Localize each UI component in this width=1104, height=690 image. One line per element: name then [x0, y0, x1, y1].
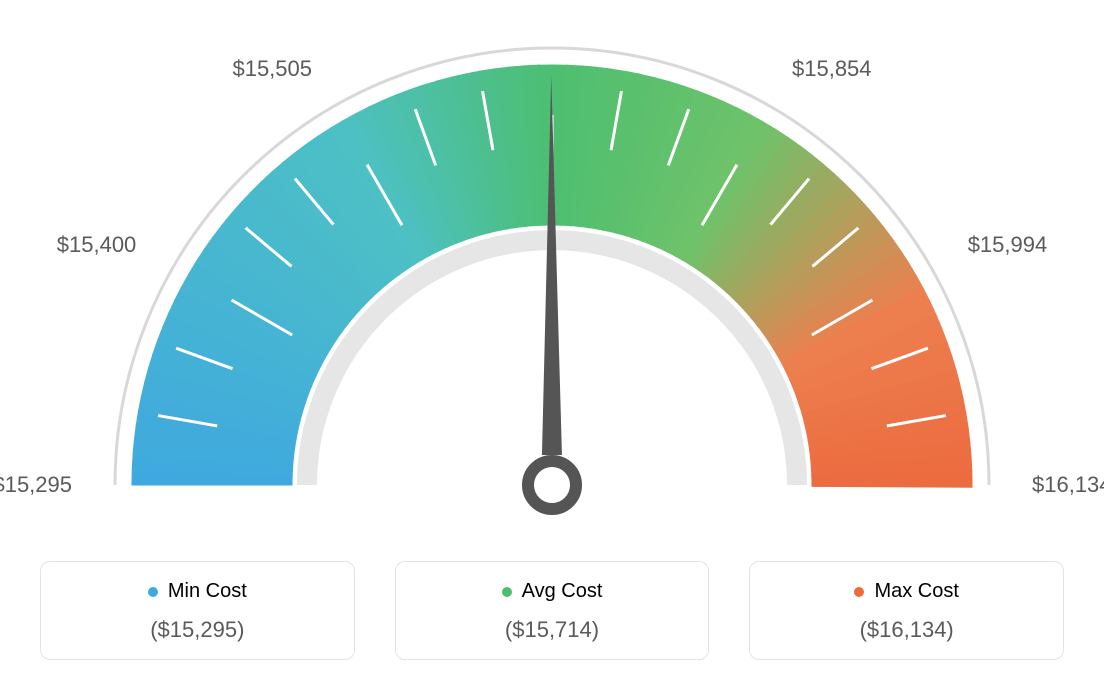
legend-title-text: Avg Cost	[522, 580, 603, 603]
dot-icon	[502, 587, 512, 597]
gauge-tick-label: $15,505	[232, 56, 312, 82]
cost-gauge-container: $15,295$15,400$15,505$15,714$15,854$15,9…	[0, 0, 1104, 690]
legend-title-text: Max Cost	[874, 580, 958, 603]
legend-value-avg: ($15,714)	[406, 617, 699, 643]
legend-title-avg: Avg Cost	[502, 580, 603, 603]
legend-title-min: Min Cost	[148, 580, 247, 603]
legend-card-min: Min Cost ($15,295)	[40, 561, 355, 660]
legend-card-max: Max Cost ($16,134)	[749, 561, 1064, 660]
gauge-tick-label: $15,994	[968, 232, 1048, 258]
dot-icon	[854, 587, 864, 597]
gauge-svg	[0, 0, 1104, 540]
legend-value-min: ($15,295)	[51, 617, 344, 643]
gauge-tick-label: $15,400	[57, 232, 137, 258]
legend-value-max: ($16,134)	[760, 617, 1053, 643]
legend-card-avg: Avg Cost ($15,714)	[395, 561, 710, 660]
gauge-tick-label: $15,295	[0, 472, 72, 498]
legend-title-text: Min Cost	[168, 580, 247, 603]
legend-title-max: Max Cost	[854, 580, 958, 603]
gauge-tick-label: $16,134	[1032, 472, 1104, 498]
gauge-tick-label: $15,854	[792, 56, 872, 82]
gauge-chart: $15,295$15,400$15,505$15,714$15,854$15,9…	[0, 0, 1104, 540]
legend-row: Min Cost ($15,295) Avg Cost ($15,714) Ma…	[0, 561, 1104, 660]
dot-icon	[148, 587, 158, 597]
